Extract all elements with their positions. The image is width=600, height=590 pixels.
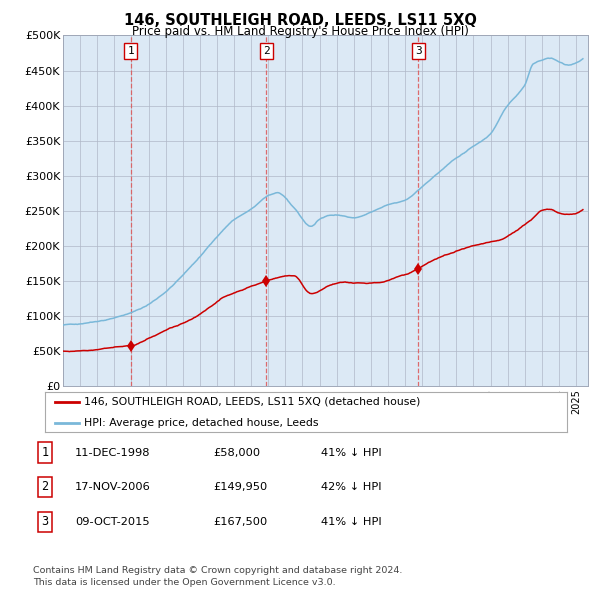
Text: 2: 2: [263, 46, 269, 56]
Text: 3: 3: [415, 46, 422, 56]
Text: 11-DEC-1998: 11-DEC-1998: [75, 448, 151, 457]
Text: 41% ↓ HPI: 41% ↓ HPI: [321, 448, 382, 457]
Text: £58,000: £58,000: [213, 448, 260, 457]
Text: 2: 2: [41, 480, 49, 493]
Text: 41% ↓ HPI: 41% ↓ HPI: [321, 517, 382, 526]
Text: 1: 1: [127, 46, 134, 56]
Text: 146, SOUTHLEIGH ROAD, LEEDS, LS11 5XQ: 146, SOUTHLEIGH ROAD, LEEDS, LS11 5XQ: [124, 12, 476, 28]
Text: 17-NOV-2006: 17-NOV-2006: [75, 482, 151, 491]
Text: Price paid vs. HM Land Registry's House Price Index (HPI): Price paid vs. HM Land Registry's House …: [131, 25, 469, 38]
Text: HPI: Average price, detached house, Leeds: HPI: Average price, detached house, Leed…: [84, 418, 319, 428]
Text: Contains HM Land Registry data © Crown copyright and database right 2024.
This d: Contains HM Land Registry data © Crown c…: [33, 566, 403, 587]
Text: £167,500: £167,500: [213, 517, 267, 526]
Text: 42% ↓ HPI: 42% ↓ HPI: [321, 482, 382, 491]
Text: 1: 1: [41, 446, 49, 459]
Text: £149,950: £149,950: [213, 482, 267, 491]
Text: 146, SOUTHLEIGH ROAD, LEEDS, LS11 5XQ (detached house): 146, SOUTHLEIGH ROAD, LEEDS, LS11 5XQ (d…: [84, 397, 421, 407]
Text: 3: 3: [41, 515, 49, 528]
Text: 09-OCT-2015: 09-OCT-2015: [75, 517, 149, 526]
